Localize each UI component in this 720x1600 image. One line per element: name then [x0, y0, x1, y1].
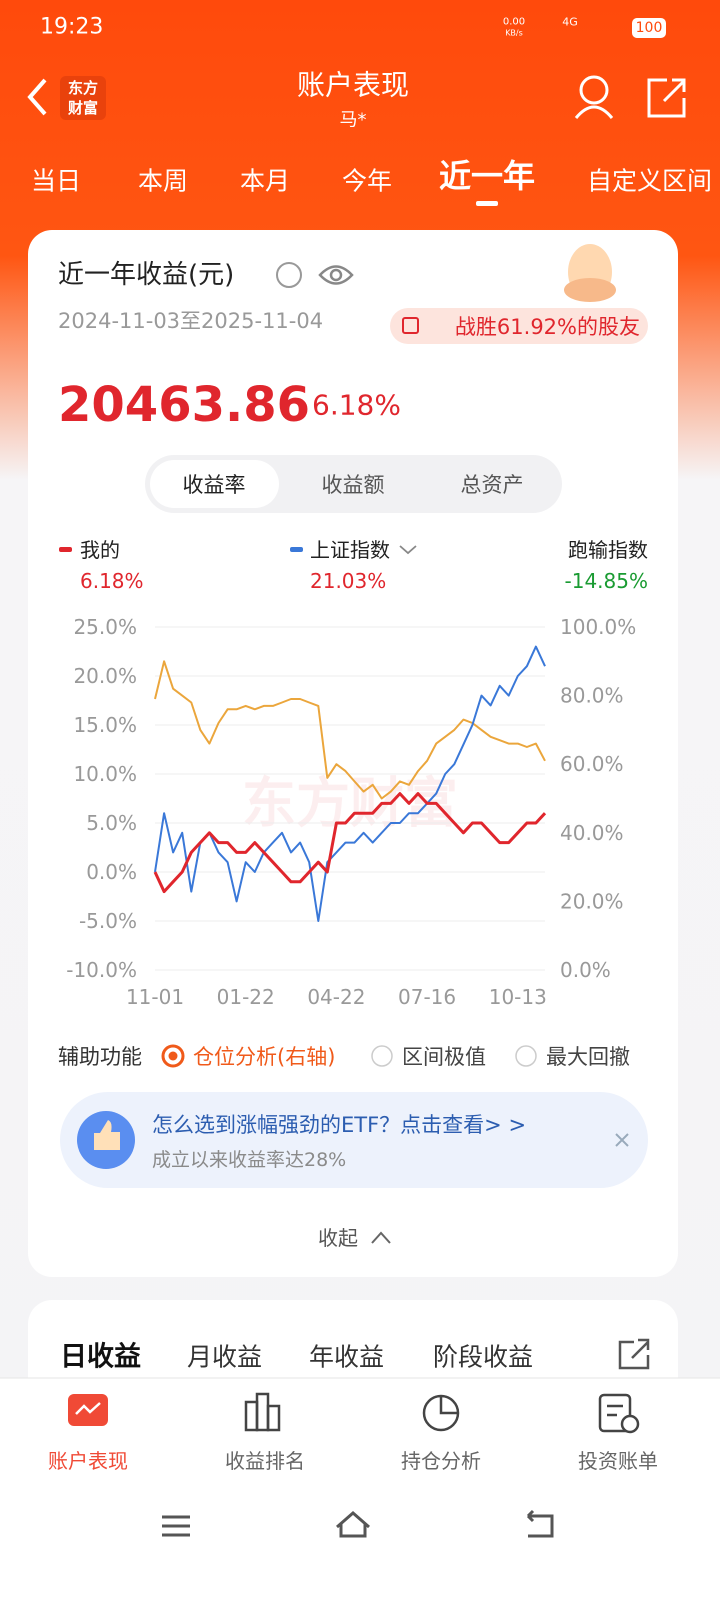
- nav-icon: [422, 1394, 460, 1432]
- x-tick-label: 01-22: [217, 985, 275, 1009]
- period-tab[interactable]: 近一年: [439, 157, 535, 195]
- header-subtitle: 马*: [340, 110, 367, 131]
- series-line: [154, 660, 546, 800]
- rank-icon: [402, 317, 419, 334]
- aux-label: 辅助功能: [58, 1045, 142, 1069]
- date-range: 2024-11-03至2025-11-04: [58, 309, 323, 333]
- legend-swatch: [59, 547, 72, 552]
- logo-text: 财富: [68, 99, 98, 117]
- eye-icon[interactable]: [318, 265, 354, 285]
- amount: 20463.86: [58, 377, 310, 433]
- battery: 100: [636, 20, 663, 36]
- nav-label[interactable]: 持仓分析: [401, 1449, 481, 1473]
- mode-option[interactable]: 总资产: [461, 473, 524, 497]
- rank-text: 战胜61.92%的股友: [455, 315, 640, 339]
- battery-icon: [632, 18, 666, 38]
- close-button[interactable]: [615, 1133, 629, 1147]
- y-tick-label: 10.0%: [73, 762, 137, 786]
- x-tick-label: 07-16: [398, 985, 456, 1009]
- x-tick-label: 11-01: [126, 985, 184, 1009]
- aux-option[interactable]: 最大回撤: [546, 1045, 630, 1069]
- x-tick-label: 10-13: [489, 985, 547, 1009]
- comparison-stat: -14.85%: [565, 569, 648, 593]
- legend-swatch: [290, 547, 303, 552]
- legend-name: 我的: [80, 538, 120, 562]
- banner-subtitle: 成立以来收益率达28%: [152, 1149, 346, 1171]
- y-tick-label: -5.0%: [79, 909, 137, 933]
- y2-tick-label: 100.0%: [560, 615, 636, 639]
- collapse-arrow[interactable]: [371, 1231, 391, 1244]
- nav-icon: [244, 1392, 281, 1432]
- y-tick-label: 5.0%: [86, 811, 137, 835]
- rate: 6.18%: [312, 389, 401, 422]
- radio-dot: [168, 1051, 178, 1061]
- rank-pill[interactable]: [390, 308, 648, 344]
- watermark: 东方财富: [242, 772, 458, 835]
- user-icon[interactable]: [574, 75, 614, 119]
- legend-stat: 21.03%: [310, 569, 386, 593]
- network: 4G: [562, 16, 578, 29]
- period-tab[interactable]: 自定义区间: [587, 167, 712, 196]
- nav-icon: [75, 1402, 101, 1415]
- system-nav[interactable]: [162, 1509, 554, 1538]
- nav-icon: [598, 1393, 640, 1434]
- banner-title: 怎么选到涨幅强劲的ETF？点击查看> >: [152, 1113, 526, 1137]
- series-line: [153, 792, 547, 894]
- back-button[interactable]: [27, 78, 47, 116]
- detail-tab[interactable]: 月收益: [187, 1343, 262, 1372]
- radio[interactable]: [371, 1045, 393, 1067]
- nav-label[interactable]: 收益排名: [225, 1449, 305, 1473]
- radio[interactable]: [161, 1044, 185, 1068]
- collapse[interactable]: 收起: [318, 1226, 358, 1250]
- y2-tick-label: 60.0%: [560, 752, 624, 776]
- comparison-name: 跑输指数: [568, 538, 648, 562]
- logo-text: 东方: [68, 79, 98, 97]
- nav-label[interactable]: 投资账单: [578, 1449, 658, 1473]
- time: 19:23: [40, 15, 103, 40]
- detail-tab[interactable]: 日收益: [60, 1342, 141, 1373]
- y-tick-label: -10.0%: [66, 958, 137, 982]
- legend-stat: 6.18%: [80, 569, 144, 593]
- y-tick-label: 20.0%: [73, 664, 137, 688]
- export-icon[interactable]: [618, 1338, 650, 1370]
- ad-banner[interactable]: [60, 1092, 648, 1188]
- radio[interactable]: [515, 1045, 537, 1067]
- speed: 0.00: [503, 17, 525, 28]
- y2-tick-label: 20.0%: [560, 889, 624, 913]
- mode-selected: [150, 460, 279, 508]
- period-tab[interactable]: 当日: [31, 167, 81, 196]
- y2-tick-label: 40.0%: [560, 821, 624, 845]
- legend-name[interactable]: 上证指数: [310, 538, 390, 562]
- y2-tick-label: 80.0%: [560, 684, 624, 708]
- y-tick-label: 15.0%: [73, 713, 137, 737]
- clap-icon: [564, 244, 616, 302]
- thumb-icon: [94, 1120, 120, 1150]
- card-title: 近一年收益(元): [58, 260, 234, 290]
- nav-label[interactable]: 账户表现: [48, 1449, 128, 1473]
- period-tab[interactable]: 本月: [240, 167, 290, 196]
- detail-tab[interactable]: 年收益: [309, 1343, 384, 1372]
- info-icon[interactable]: [276, 262, 302, 288]
- logo: [60, 76, 106, 120]
- share-icon[interactable]: [647, 78, 686, 118]
- detail-tab[interactable]: 阶段收益: [433, 1343, 533, 1372]
- speed-unit: KB/s: [505, 29, 523, 38]
- y-tick-label: 0.0%: [86, 860, 137, 884]
- aux-option[interactable]: 区间极值: [402, 1045, 486, 1069]
- y2-tick-label: 0.0%: [560, 958, 611, 982]
- period-tab[interactable]: 今年: [342, 167, 392, 196]
- aux-option[interactable]: 仓位分析(右轴): [193, 1045, 335, 1069]
- x-tick-label: 04-22: [307, 985, 365, 1009]
- period-tab[interactable]: 本周: [138, 167, 188, 196]
- y-tick-label: 25.0%: [73, 615, 137, 639]
- series-line: [154, 645, 546, 922]
- mode-option[interactable]: 收益额: [322, 473, 385, 497]
- mode-option[interactable]: 收益率: [183, 473, 246, 497]
- tab-indicator: [476, 201, 498, 206]
- header-title: 账户表现: [297, 69, 409, 102]
- dropdown-arrow[interactable]: [399, 545, 417, 555]
